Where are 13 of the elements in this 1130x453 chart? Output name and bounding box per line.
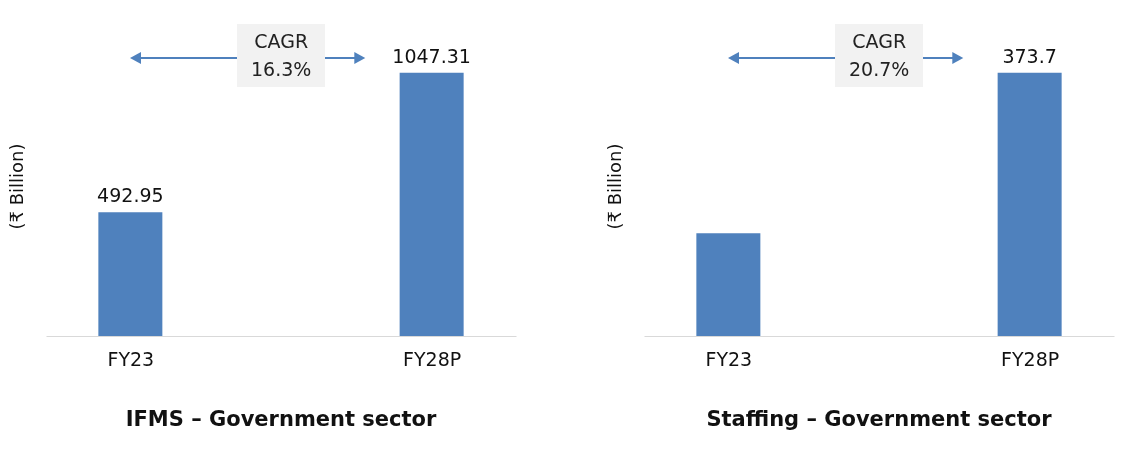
annotation: CAGR 16.3%	[237, 24, 326, 88]
text: IFMS – Government sector	[125, 407, 437, 431]
data-label: 492.95	[97, 184, 164, 207]
y-axis-title: (₹ Billion)	[603, 143, 625, 230]
text: Staffing – Government sector	[706, 407, 1053, 431]
x-tick-label: FY23	[705, 347, 753, 370]
data-label: 1047.31	[392, 44, 471, 67]
y-axis-title: (₹ Billion)	[5, 143, 27, 230]
x-tick-label: FY28P	[1001, 347, 1060, 370]
annotation: CAGR 20.7%	[835, 24, 924, 88]
data-label: 373.7	[1002, 44, 1057, 67]
x-tick-label: FY23	[107, 347, 155, 370]
x-tick-label: FY28P	[403, 347, 462, 370]
